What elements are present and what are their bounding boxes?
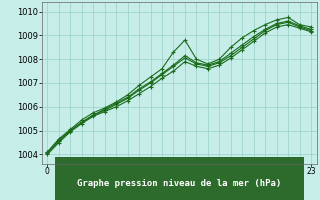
X-axis label: Graphe pression niveau de la mer (hPa): Graphe pression niveau de la mer (hPa) <box>77 179 281 188</box>
